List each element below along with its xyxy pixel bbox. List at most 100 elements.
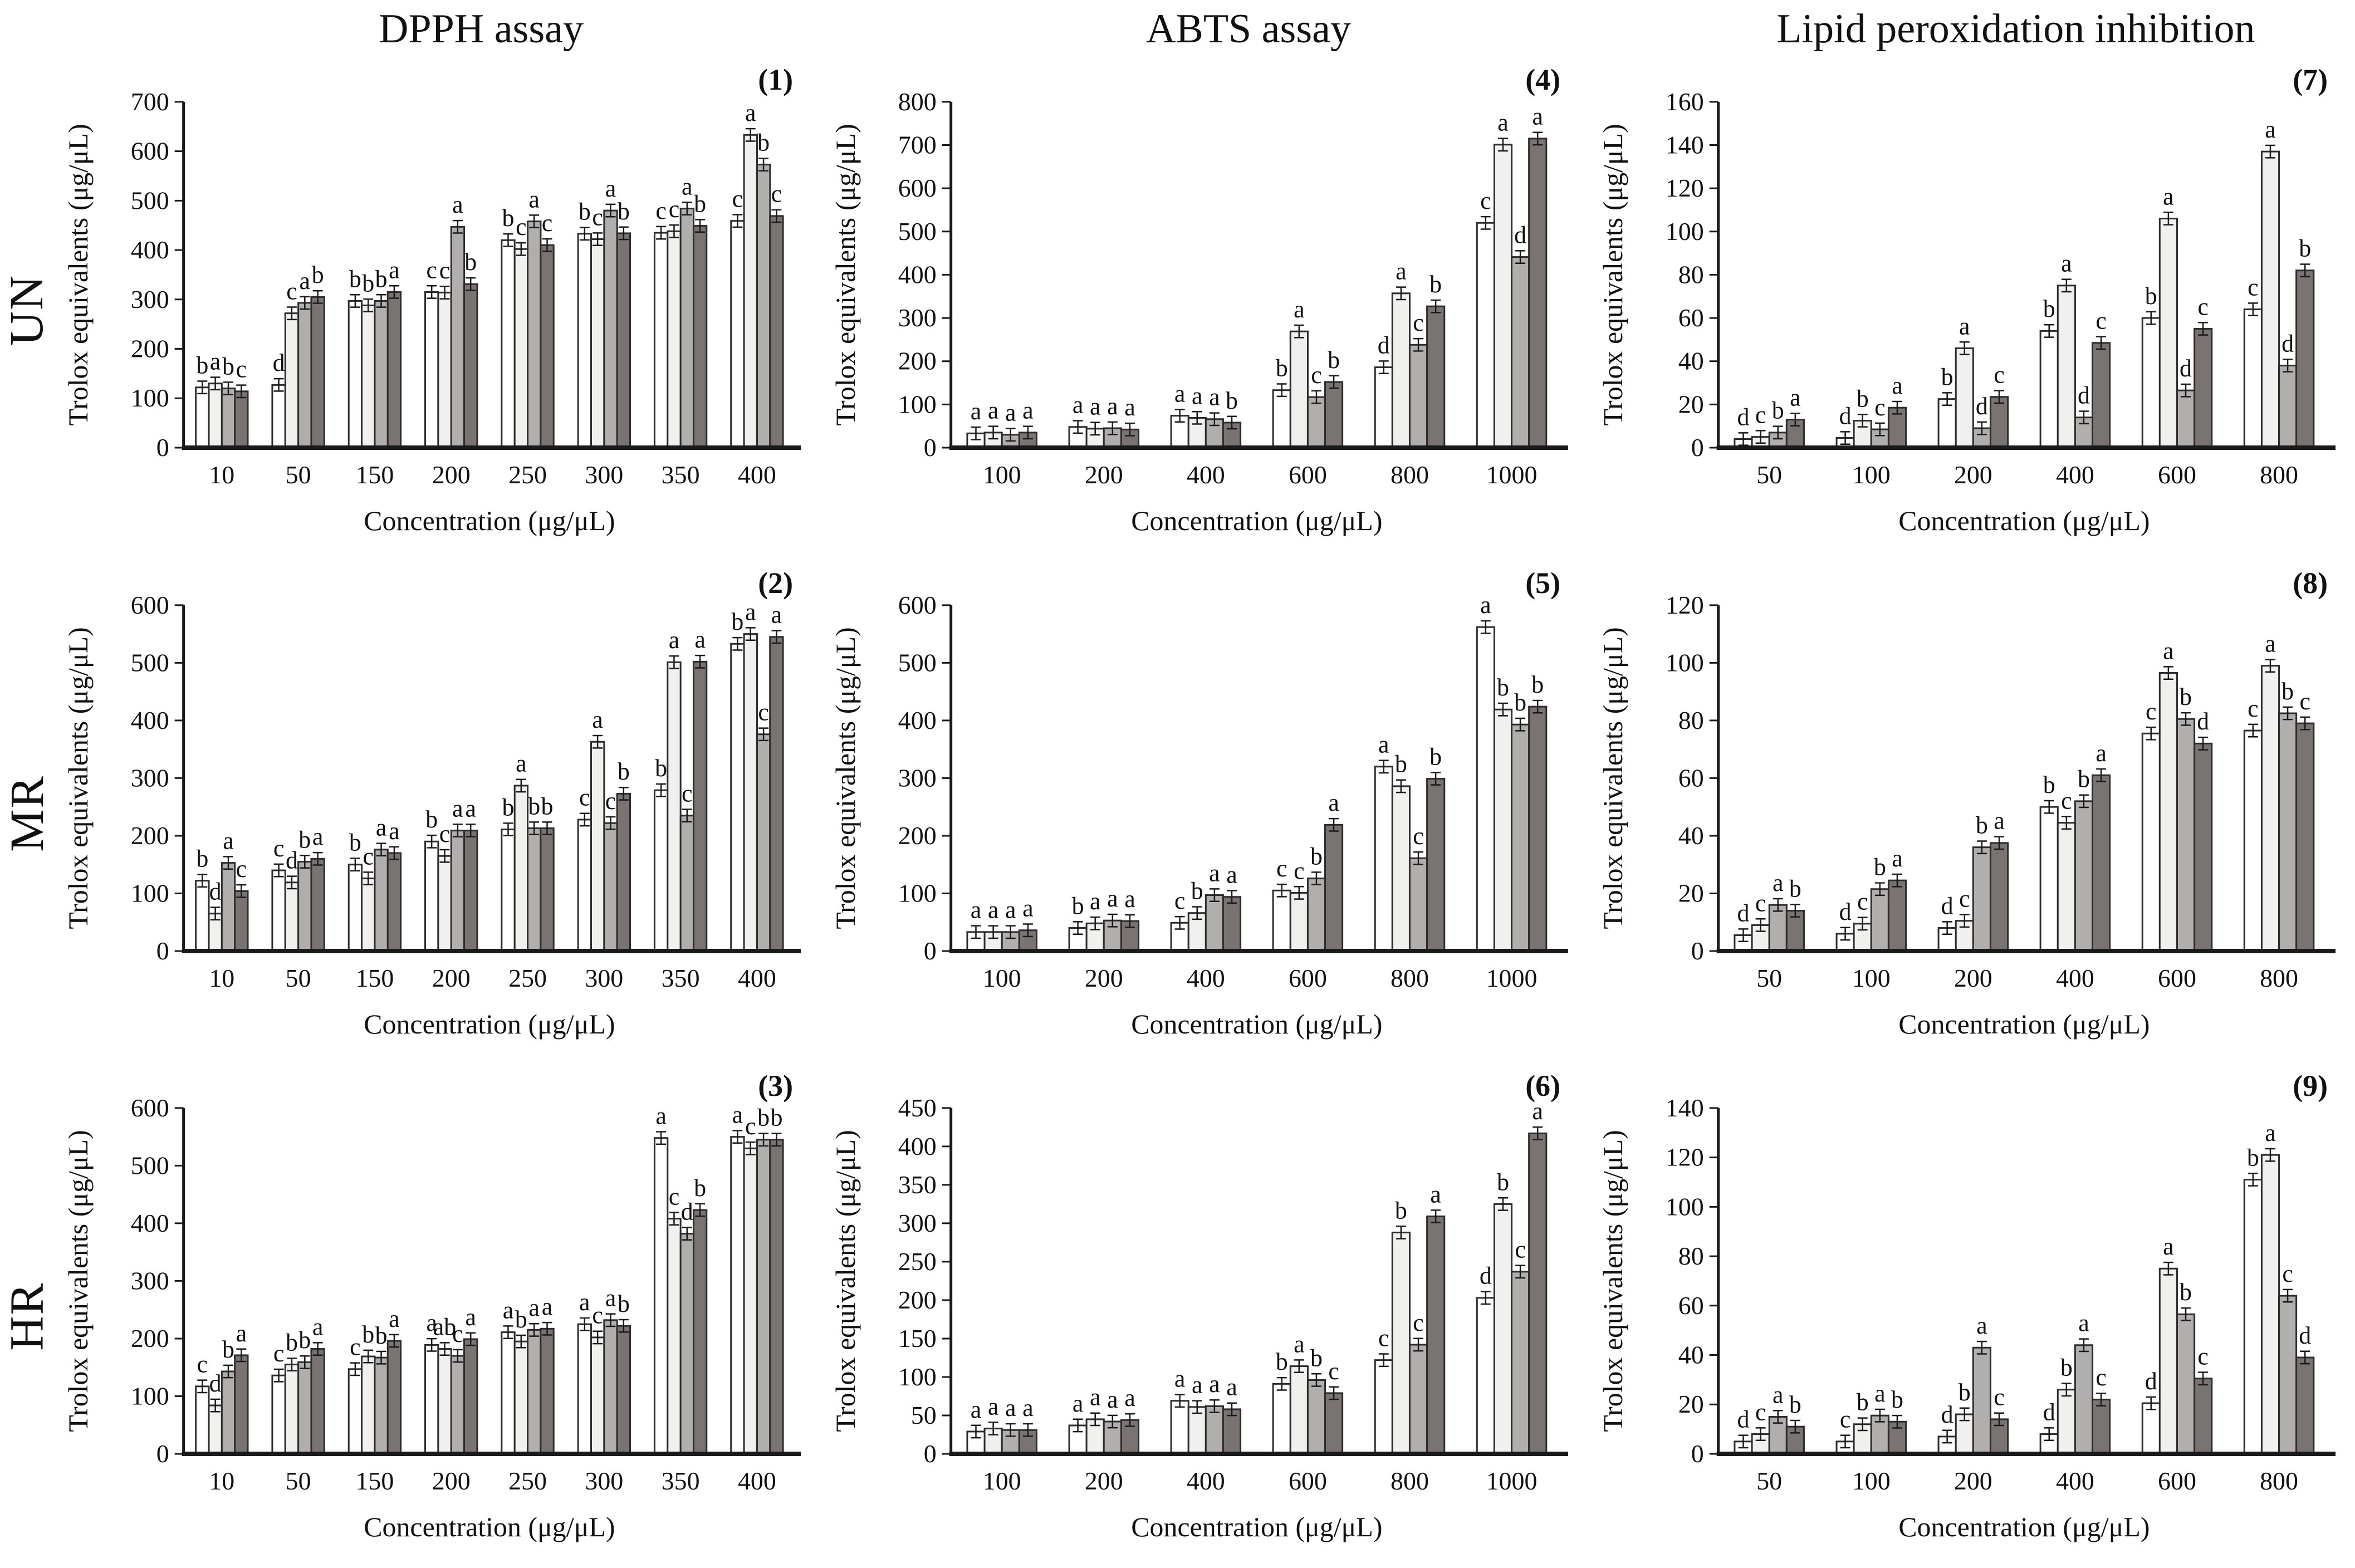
bar	[730, 643, 745, 952]
x-tick-label: 50	[286, 1467, 311, 1495]
significance-letter: a	[2265, 630, 2276, 657]
bar	[195, 879, 210, 952]
bar	[208, 383, 223, 449]
y-tick-label: 20	[1678, 390, 1704, 418]
significance-letter: a	[1124, 885, 1135, 913]
significance-letter: d	[273, 349, 285, 376]
bar	[667, 1218, 682, 1455]
significance-letter: a	[1892, 372, 1903, 399]
significance-letter: c	[1413, 1309, 1424, 1336]
significance-letter: b	[757, 1104, 770, 1131]
significance-letter: b	[298, 826, 311, 853]
significance-letter: a	[1532, 1098, 1543, 1125]
x-tick-label: 200	[432, 460, 471, 489]
significance-letter: c	[1378, 1325, 1389, 1352]
bar	[692, 660, 708, 952]
significance-letter: c	[1874, 394, 1886, 421]
x-tick-label: 600	[1289, 460, 1327, 489]
bar	[221, 388, 236, 449]
significance-letter: b	[757, 129, 770, 156]
bar	[437, 1348, 452, 1455]
significance-letter: b	[655, 754, 667, 782]
x-tick-label: 800	[2260, 460, 2298, 489]
significance-letter: b	[2247, 1144, 2259, 1172]
bar	[616, 792, 631, 952]
row-label-mr-text: MR	[0, 775, 53, 852]
significance-letter: a	[2265, 1119, 2276, 1146]
bar	[1324, 1392, 1344, 1455]
significance-letter: b	[1772, 397, 1784, 424]
x-tick-label: 1000	[1486, 1467, 1538, 1495]
bar	[1408, 1344, 1428, 1455]
bar	[2295, 270, 2315, 449]
x-tick-label: 350	[662, 1467, 700, 1495]
significance-letter: c	[2197, 1343, 2209, 1370]
y-tick-label: 40	[1678, 1341, 1704, 1369]
y-tick-label: 150	[898, 1324, 937, 1353]
bar	[1887, 879, 1907, 952]
bar	[501, 828, 516, 952]
bar	[2295, 722, 2315, 952]
x-axis-title: Concentration (μg/μL)	[1131, 1008, 1382, 1039]
y-tick-label: 100	[1666, 217, 1704, 246]
significance-letter: d	[2197, 708, 2209, 735]
y-tick-label: 40	[1678, 821, 1704, 850]
bar	[1511, 723, 1530, 952]
significance-letter: b	[770, 1104, 782, 1131]
bar	[1205, 894, 1224, 952]
y-tick-label: 300	[131, 1267, 169, 1295]
significance-letter: c	[1755, 401, 1766, 428]
bar	[590, 741, 605, 952]
bar	[1306, 877, 1326, 952]
y-tick-label: 100	[898, 879, 937, 907]
x-tick-label: 800	[2260, 1467, 2298, 1495]
bar	[1476, 1297, 1495, 1455]
y-tick-label: 200	[131, 821, 169, 850]
y-tick-label: 0	[924, 433, 937, 462]
significance-letter: b	[694, 1174, 706, 1202]
y-tick-label: 700	[898, 131, 937, 159]
bar	[234, 390, 249, 449]
significance-letter: b	[1395, 1197, 1407, 1224]
bar	[1306, 396, 1326, 449]
chart-panel-1: 0 100 200 300 400 500 600 700 10 b a b c 50 d c a b 150 b b b…	[53, 58, 820, 562]
bar	[284, 881, 300, 952]
significance-letter: a	[452, 191, 463, 218]
significance-letter: c	[771, 180, 782, 208]
x-tick-label: 200	[1085, 460, 1123, 489]
significance-letter: c	[350, 1334, 361, 1361]
x-tick-label: 100	[983, 964, 1021, 992]
y-tick-label: 300	[898, 303, 937, 332]
bar	[1187, 1406, 1207, 1455]
x-tick-label: 600	[1289, 1467, 1327, 1495]
significance-letter: b	[1328, 346, 1340, 374]
bar	[1408, 344, 1428, 449]
y-tick-label: 200	[898, 347, 937, 375]
corner-spacer	[0, 0, 53, 58]
significance-letter: b	[464, 248, 477, 276]
significance-letter: b	[425, 806, 438, 833]
bar	[310, 296, 325, 449]
chart-panel-3: 0 100 200 300 400 500 600 10 c d b a 50 c b b a 150 c b b a 20…	[53, 1065, 820, 1568]
y-tick-label: 160	[1666, 87, 1704, 116]
bar	[1306, 1379, 1326, 1455]
x-axis-title: Concentration (μg/μL)	[1131, 506, 1382, 536]
significance-letter: c	[1857, 888, 1868, 915]
bar	[2278, 365, 2298, 449]
x-tick-label: 1000	[1486, 964, 1538, 992]
significance-letter: a	[1124, 394, 1135, 421]
bar	[577, 819, 592, 952]
x-tick-label: 150	[355, 1467, 394, 1495]
y-tick-label: 400	[898, 260, 937, 288]
significance-letter: b	[1497, 674, 1509, 701]
significance-letter: a	[988, 1393, 999, 1420]
significance-letter: b	[1857, 1389, 1869, 1416]
x-tick-label: 50	[286, 460, 311, 489]
bar	[513, 1341, 529, 1455]
significance-letter: c	[2282, 1260, 2293, 1287]
chart-panel-2: 0 100 200 300 400 500 600 10 b d a c 50 c d b a 150 b c a a 20…	[53, 562, 820, 1065]
significance-letter: ab	[433, 1314, 456, 1341]
